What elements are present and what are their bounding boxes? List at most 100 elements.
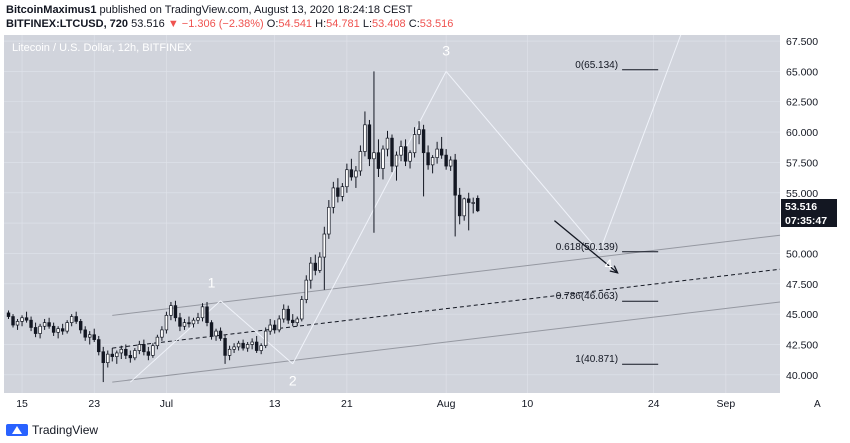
candle-body <box>394 154 399 167</box>
candle-body <box>196 317 200 321</box>
candle-body <box>376 152 381 169</box>
auto-scale-button[interactable] <box>810 395 826 411</box>
candle <box>309 257 313 289</box>
candle <box>178 312 182 332</box>
candle-body <box>254 341 259 351</box>
candle-body <box>412 134 417 154</box>
candle-body <box>178 317 182 327</box>
candle-body <box>97 339 101 353</box>
candle-body <box>83 329 87 338</box>
candle <box>381 145 385 180</box>
candle-body <box>268 324 272 332</box>
candle <box>444 149 448 170</box>
y-tick-label: 67.500 <box>786 36 818 48</box>
candle <box>453 153 457 237</box>
candle-body <box>29 319 33 328</box>
y-tick-label: 50.000 <box>786 248 818 260</box>
close-value: 53.516 <box>419 18 454 30</box>
candle-body <box>205 306 209 323</box>
candle-body <box>399 146 403 156</box>
candle <box>227 345 232 361</box>
candle <box>358 145 363 176</box>
candle-body <box>187 322 191 325</box>
candle <box>272 320 277 334</box>
candle-body <box>471 202 475 204</box>
candle-body <box>218 330 223 339</box>
candle-body <box>426 152 430 166</box>
candle-body <box>349 169 354 178</box>
candle <box>421 124 426 197</box>
candle <box>457 187 462 225</box>
candle <box>38 323 42 339</box>
x-tick-label: 23 <box>88 398 100 410</box>
candle <box>286 305 290 324</box>
candle <box>137 340 142 355</box>
candle-body <box>223 338 227 356</box>
candle <box>426 145 430 170</box>
candle-body <box>331 187 336 208</box>
candle-body <box>336 187 340 197</box>
candle <box>11 314 15 328</box>
candle-body <box>327 206 331 235</box>
candle-body <box>259 345 263 351</box>
candle-body <box>358 151 363 172</box>
y-tick-label: 55.000 <box>786 188 818 200</box>
candle <box>173 300 178 322</box>
candle-body <box>60 328 65 332</box>
candle-body <box>318 256 322 271</box>
low-label: L: <box>362 18 373 30</box>
candle <box>92 328 96 343</box>
price-axis[interactable]: 67.50065.00062.50060.00057.50055.00052.5… <box>786 36 818 382</box>
candle-body <box>47 322 51 327</box>
candle <box>259 343 263 355</box>
publish-text: published on TradingView.com, August 13,… <box>99 4 413 16</box>
candle <box>69 314 74 327</box>
candle <box>417 121 421 145</box>
candle-body <box>160 329 164 338</box>
candle <box>403 139 408 167</box>
candle <box>83 326 87 341</box>
candle <box>60 323 65 335</box>
candle <box>471 197 475 214</box>
tradingview-brand: TradingView <box>32 423 99 437</box>
candle-body <box>309 262 313 281</box>
wave-path-line <box>220 300 294 365</box>
time-axis[interactable]: 15 23 Jul 13 21 Aug 10 24 Sep <box>16 398 735 410</box>
candle-body <box>88 334 92 338</box>
candle <box>155 334 160 350</box>
candle-body <box>65 322 69 332</box>
candle-body <box>69 316 74 323</box>
x-tick-label: 21 <box>341 398 353 410</box>
candle <box>160 326 164 341</box>
candle <box>291 314 295 327</box>
candle <box>78 318 83 334</box>
candle <box>412 127 417 158</box>
candle-body <box>74 316 78 322</box>
close-label: C: <box>408 18 420 30</box>
candle <box>151 343 155 358</box>
candle <box>466 192 471 231</box>
candle <box>56 326 60 339</box>
candle <box>322 226 327 290</box>
candle <box>435 141 439 164</box>
candle <box>399 140 403 162</box>
candle-body <box>227 348 232 356</box>
candle <box>263 327 268 349</box>
candle-body <box>304 279 308 300</box>
wave-path-line <box>445 71 600 253</box>
y-tick-label: 57.500 <box>786 157 818 169</box>
candle <box>367 119 372 167</box>
candle <box>448 156 453 171</box>
price-badge: 53.516 <box>785 201 817 213</box>
channel-bottom-line <box>112 301 781 383</box>
candle <box>20 315 24 327</box>
candle-body <box>462 198 466 217</box>
candle-body <box>345 169 349 188</box>
candle-body <box>15 321 20 326</box>
candle <box>142 339 146 356</box>
price-badge-bg <box>781 199 837 213</box>
high-label: H: <box>315 18 327 30</box>
candle-body <box>92 334 96 340</box>
x-tick-label: Jul <box>160 398 173 410</box>
